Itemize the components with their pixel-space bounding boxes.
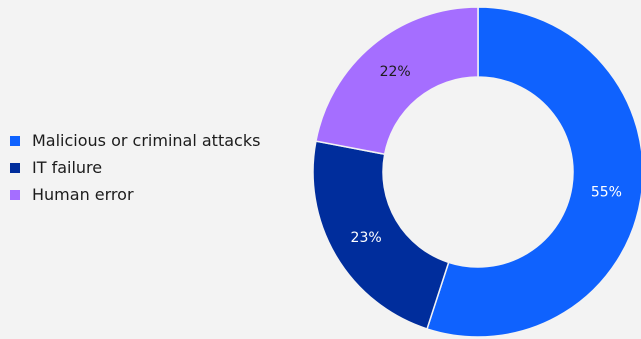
donut-slice-it-failure[interactable] [312, 140, 450, 330]
slice-label-human-error: 22% [380, 64, 411, 80]
legend-label-malicious-attacks: Malicious or criminal attacks [32, 131, 261, 150]
chart-legend: Malicious or criminal attacks IT failure… [10, 127, 260, 208]
legend-item-human-error[interactable]: Human error [10, 181, 260, 208]
legend-swatch-malicious-attacks [10, 135, 20, 146]
legend-swatch-human-error [10, 189, 20, 200]
legend-swatch-it-failure [10, 162, 20, 173]
donut-slice-human-error[interactable] [315, 6, 479, 156]
slice-label-malicious-attacks: 55% [591, 184, 622, 200]
legend-label-it-failure: IT failure [32, 158, 103, 177]
slice-label-it-failure: 23% [351, 230, 382, 246]
legend-label-human-error: Human error [32, 185, 134, 204]
donut-slice-malicious-attacks[interactable] [426, 6, 641, 338]
legend-item-malicious-attacks[interactable]: Malicious or criminal attacks [10, 127, 260, 154]
legend-item-it-failure[interactable]: IT failure [10, 154, 260, 181]
